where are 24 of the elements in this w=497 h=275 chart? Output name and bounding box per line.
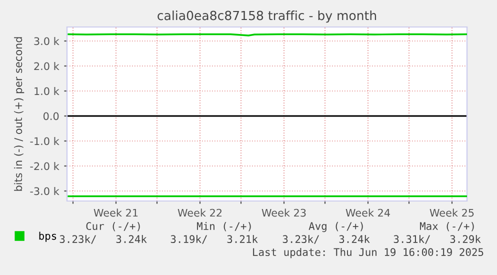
y-tick-label: -2.0 k bbox=[30, 162, 60, 170]
y-tick-label: -3.0 k bbox=[30, 187, 60, 196]
chart-title: calia0ea8c87158 traffic - by month bbox=[158, 10, 376, 23]
x-tick-label: Week 23 bbox=[262, 208, 306, 217]
y-tick-label: 0.0 bbox=[43, 112, 59, 120]
y-axis-title: bits in (-) / out (+) per second bbox=[14, 37, 24, 191]
y-tick-label: -1.0 k bbox=[30, 137, 60, 146]
text: Max (-/+) bbox=[420, 222, 474, 232]
y-tick-label: 1.0 k bbox=[34, 87, 60, 96]
y-tick-label: 3.0 k bbox=[34, 37, 60, 46]
x-tick-label: Week 22 bbox=[178, 208, 222, 217]
x-tick-label: Week 24 bbox=[346, 208, 390, 217]
text: 3.19k/ 3.21k bbox=[170, 234, 258, 244]
x-tick-label: Week 25 bbox=[430, 208, 474, 217]
text: 3.23k/ 3.24k bbox=[60, 234, 147, 244]
text: Last update: Thu Jun 19 16:00:19 2025 bbox=[253, 248, 484, 258]
x-tick-label: Week 21 bbox=[94, 208, 138, 217]
text: Min (-/+) bbox=[196, 222, 251, 232]
text: Avg (-/+) bbox=[308, 222, 363, 232]
text: 3.23k/ 3.24k bbox=[282, 234, 370, 244]
text: 3.31k/ 3.29k bbox=[394, 234, 481, 244]
text: Cur (-/+) bbox=[86, 222, 140, 232]
y-tick-label: 2.0 k bbox=[34, 62, 60, 70]
legend-label: bps bbox=[39, 232, 56, 242]
